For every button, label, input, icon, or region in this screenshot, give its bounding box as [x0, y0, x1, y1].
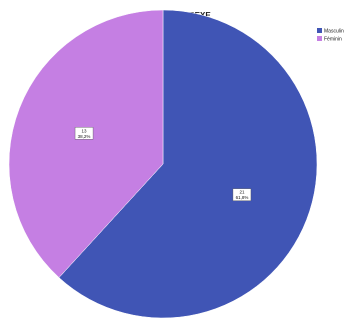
legend-swatch-0: [317, 28, 322, 33]
legend: Masculin Féminin: [317, 28, 344, 43]
data-label-pct-0: 61,8%: [236, 195, 249, 200]
legend-swatch-1: [317, 36, 322, 41]
pie-slice-1: [8, 9, 164, 278]
legend-label-0: Masculin: [324, 29, 344, 35]
data-label-pct-1: 38,2%: [78, 134, 91, 139]
data-label-count-1: 13: [82, 128, 88, 133]
data-label-box-1: [74, 127, 94, 140]
pie-slices: [8, 9, 318, 319]
pie-slice-0: [58, 9, 318, 319]
legend-label-1: Féminin: [324, 37, 342, 43]
data-label-box-0: [232, 188, 252, 201]
data-label-count-0: 21: [239, 190, 245, 195]
